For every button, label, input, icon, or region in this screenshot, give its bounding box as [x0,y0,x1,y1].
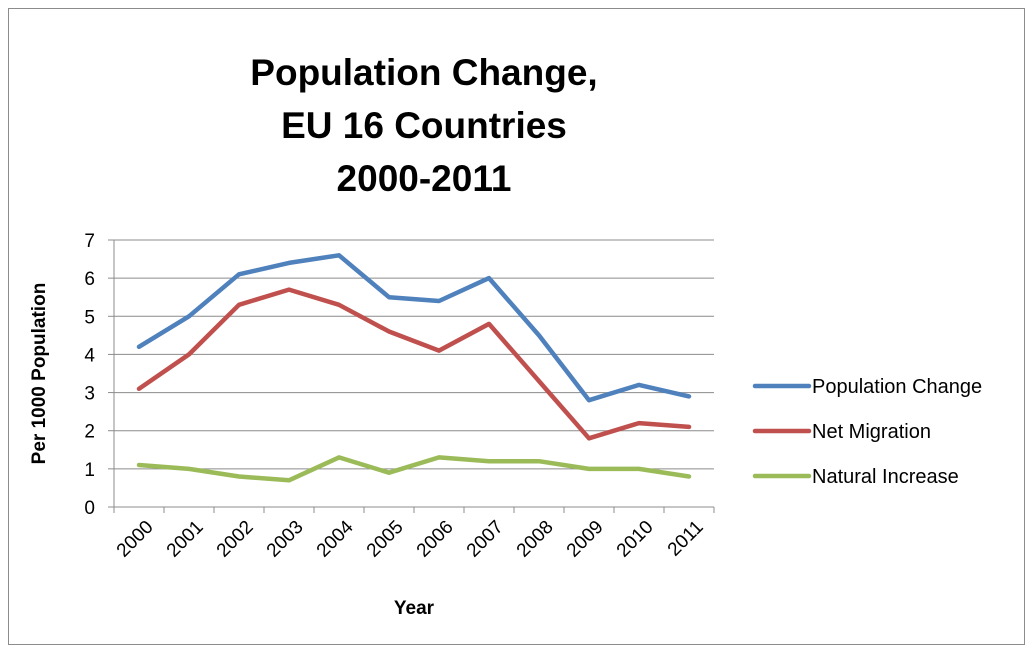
x-tick-label: 2005 [363,517,408,562]
y-axis-title: Per 1000 Population [29,283,50,465]
y-tick-label: 7 [84,231,95,252]
chart-title: Population Change, EU 16 Countries 2000-20… [250,52,597,199]
chart-title-line: 2000-2011 [337,158,512,199]
series-line-population-change [136,253,692,403]
y-tick-label: 4 [84,345,95,366]
y-tick-label: 0 [84,498,95,519]
legend-label: Population Change [812,376,982,398]
series-lines [136,253,692,483]
x-tick-label: 2006 [413,517,458,562]
chart-title-line: EU 16 Countries [281,105,567,146]
x-tick-label: 2009 [563,517,608,562]
legend-label: Net Migration [812,421,931,443]
axes [108,239,715,513]
y-tick-label: 3 [84,384,95,405]
x-axis-title: Year [394,598,435,619]
x-tick-label: 2007 [463,517,508,562]
x-tick-label: 2003 [263,517,308,562]
x-tick-label: 2001 [163,517,208,562]
x-tick-label: 2000 [113,517,158,562]
x-tick-label: 2002 [213,517,258,562]
x-tick-label: 2008 [513,517,558,562]
x-tick-label: 2011 [664,517,708,561]
x-axis-tick-labels: 2000 2001 2002 2003 2004 2005 2006 2007 2008 2009… [113,516,708,561]
chart-title-line: Population Change, [250,52,597,93]
legend: Population Change Net Migration Natural In… [752,376,982,488]
y-axis-tick-labels: 0 1 2 3 4 5 6 7 [84,231,95,519]
x-tick-label: 2004 [313,516,358,561]
gridlines [114,239,714,470]
series-line-natural-increase [136,455,692,483]
y-tick-label: 6 [84,269,95,290]
x-tick-label: 2010 [613,517,658,562]
legend-label: Natural Increase [812,466,959,488]
line-chart: Population Change, EU 16 Countries 2000-20… [29,52,982,619]
y-tick-label: 2 [84,422,95,443]
y-tick-label: 1 [84,460,95,481]
y-tick-label: 5 [84,307,95,328]
series-line-net-migration [136,287,692,441]
chart-area: Population Change, EU 16 Countries 2000-20… [8,8,1025,645]
